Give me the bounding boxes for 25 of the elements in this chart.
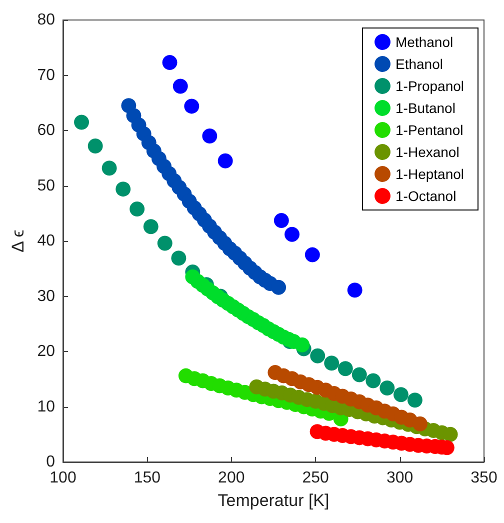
legend-label: 1-Pentanol — [396, 122, 464, 138]
x-axis-title: Temperatur [K] — [218, 491, 330, 510]
y-tick-label: 70 — [37, 66, 56, 84]
y-tick-label: 0 — [46, 454, 56, 470]
legend-label: 1-Octanol — [396, 188, 456, 204]
y-tick-label: 40 — [37, 232, 56, 250]
legend-label: 1-Propanol — [396, 78, 464, 94]
y-tick-label: 50 — [37, 177, 56, 194]
legend-label: 1-Hexanol — [396, 144, 460, 160]
y-tick-label: 10 — [37, 398, 56, 416]
x-tick-label: 100 — [50, 470, 76, 486]
y-tick-label: 80 — [37, 12, 56, 28]
legend-label: Methanol — [396, 34, 454, 50]
y-tick-label: 30 — [37, 288, 56, 305]
legend-label: Ethanol — [396, 56, 443, 72]
x-tick-label: 350 — [470, 470, 498, 486]
y-tick-label: 60 — [37, 122, 56, 139]
x-tick-label: 200 — [218, 470, 245, 486]
x-tick-label: 250 — [302, 470, 330, 486]
x-tick-label: 300 — [386, 470, 414, 486]
legend-label: 1-Heptanol — [396, 166, 464, 182]
y-tick-label: 20 — [37, 343, 56, 360]
y-axis-title: Δ ϵ — [8, 230, 28, 252]
x-tick-label: 150 — [134, 470, 161, 486]
legend-label: 1-Butanol — [396, 100, 456, 116]
